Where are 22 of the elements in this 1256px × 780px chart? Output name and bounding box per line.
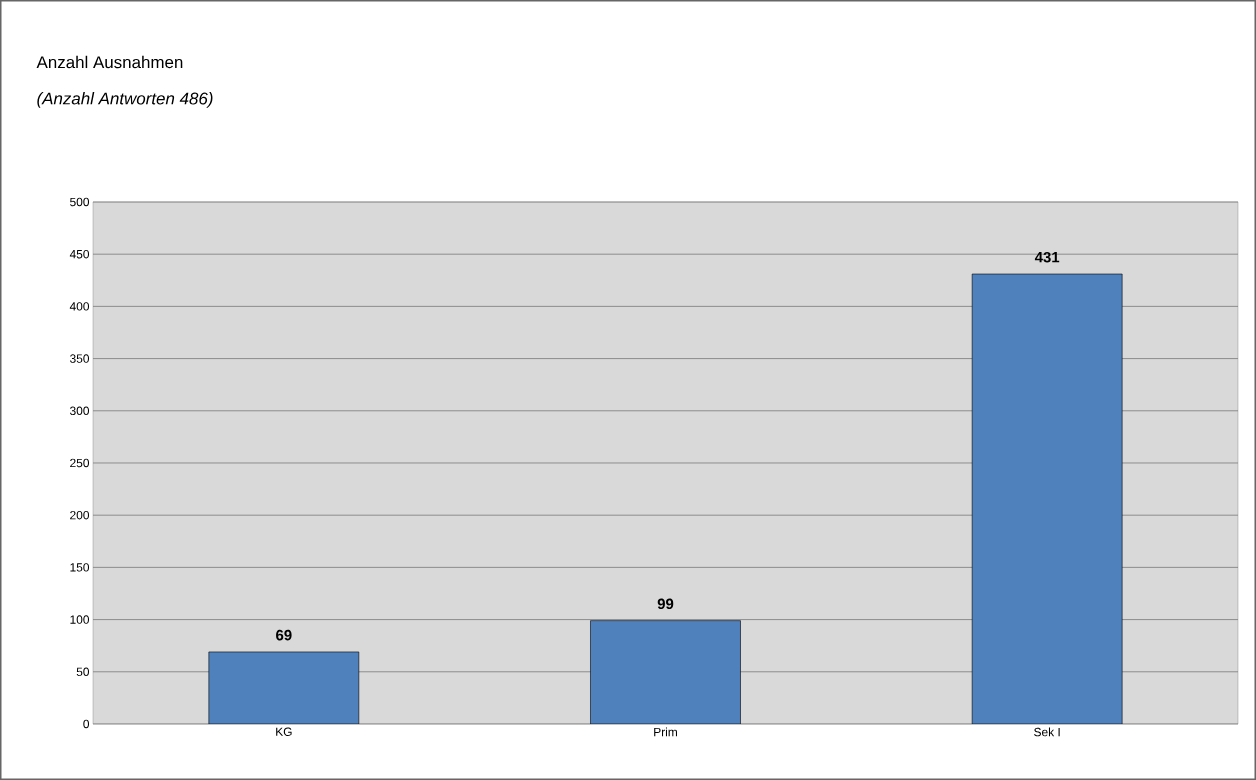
y-tick-label: 500	[70, 197, 90, 207]
x-tick-label: Sek I	[1034, 727, 1060, 737]
data-label: 69	[276, 629, 292, 641]
chart-subtitle: (Anzahl Antworten 486)	[37, 92, 213, 108]
y-tick-label: 450	[69, 249, 90, 259]
y-tick-label: 350	[70, 354, 90, 363]
y-tick-label: 400	[69, 302, 90, 311]
bar	[590, 620, 741, 724]
bar	[208, 651, 360, 724]
y-tick-label: 0	[83, 719, 90, 729]
y-tick-label: 150	[70, 563, 90, 572]
y-tick-label: 250	[70, 458, 90, 468]
y-tick-label: 300	[70, 406, 90, 416]
chart-title: Anzahl Ausnahmen	[36, 55, 183, 69]
data-label: 431	[1034, 251, 1060, 263]
data-label: 99	[657, 598, 674, 610]
y-tick-label: 200	[70, 510, 90, 520]
x-tick-label: KG	[276, 727, 292, 736]
bar	[971, 273, 1123, 724]
y-tick-label: 100	[70, 615, 90, 624]
x-tick-label: Prim	[654, 727, 677, 737]
y-tick-label: 50	[76, 667, 90, 677]
